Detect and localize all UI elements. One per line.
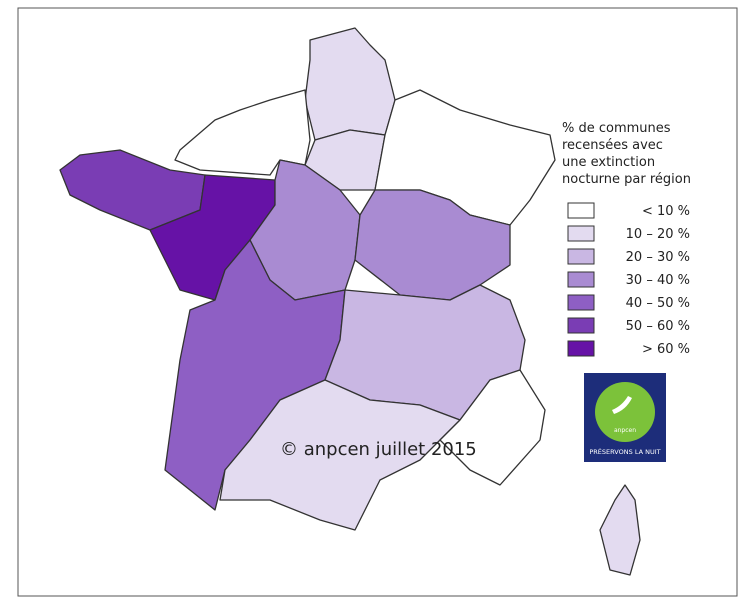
legend-title: une extinction <box>562 155 655 170</box>
logo-circle <box>595 382 655 442</box>
legend-label: 20 – 30 % <box>626 250 690 265</box>
legend-label: 50 – 60 % <box>626 319 690 334</box>
france-map <box>59 27 641 576</box>
region <box>354 189 511 301</box>
legend: % de communes recensées avec une extinctio… <box>562 121 691 357</box>
legend-swatch <box>567 248 595 265</box>
legend-swatch <box>567 202 595 219</box>
legend-swatch <box>567 294 595 311</box>
legend-label: > 60 % <box>642 342 690 357</box>
legend-label: < 10 % <box>642 204 690 219</box>
region <box>249 159 361 301</box>
logo: anpcen PRÉSERVONS LA NUIT <box>584 373 666 462</box>
region <box>599 484 641 576</box>
legend-title: recensées avec <box>562 138 663 153</box>
logo-slogan: PRÉSERVONS LA NUIT <box>589 447 660 456</box>
region <box>439 369 546 486</box>
logo-brand: anpcen <box>614 427 636 434</box>
copyright: © anpcen juillet 2015 <box>280 439 477 460</box>
logo-icon <box>612 396 632 414</box>
legend-label: 30 – 40 % <box>626 273 690 288</box>
region <box>174 89 311 176</box>
legend-swatch <box>567 271 595 288</box>
legend-swatch <box>567 340 595 357</box>
legend-title: nocturne par région <box>562 172 691 187</box>
legend-title: % de communes <box>562 121 671 136</box>
legend-label: 40 – 50 % <box>626 296 690 311</box>
legend-swatch <box>567 317 595 334</box>
legend-swatch <box>567 225 595 242</box>
legend-label: 10 – 20 % <box>626 227 690 242</box>
region <box>219 379 461 531</box>
